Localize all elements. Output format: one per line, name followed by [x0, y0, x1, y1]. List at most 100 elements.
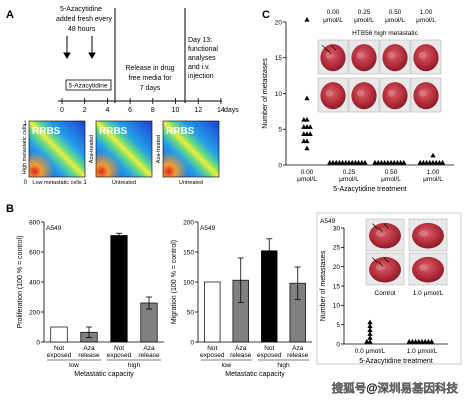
y-tick-label: 800 — [29, 219, 40, 226]
category-label: 1.0 μmol/L — [407, 348, 438, 355]
dose-unit: μmol/L — [323, 17, 343, 24]
timeline-tick-label: 8 — [151, 107, 155, 114]
panel-a-letter: A — [6, 9, 14, 21]
lung-highlight — [325, 51, 333, 59]
bar — [261, 250, 278, 343]
category-label: exposed — [257, 352, 282, 359]
panel-c-letter: C — [262, 9, 270, 21]
category-label: release — [287, 352, 309, 359]
heatmap-frame — [162, 120, 220, 178]
panel-a: A 5-Azacytidine added fresh every 48 hou… — [6, 6, 239, 186]
panel-a549-in-vivo: 0 5 10 15 20 25 30 Number of metastases 0.0 μmol… — [316, 212, 462, 365]
metastasis-arrow — [383, 257, 390, 263]
bar — [50, 326, 68, 343]
category-label: exposed — [200, 352, 225, 359]
metastasis-arrow — [326, 49, 332, 55]
dose-label: 1.00 — [420, 9, 433, 16]
heatmap-title: RRBS — [166, 126, 195, 137]
dosing-arrows — [63, 36, 96, 59]
y-tick-label: 15 — [333, 283, 341, 290]
category-label: μmol/L — [297, 176, 317, 183]
a549-metastases-chart: 0 5 10 15 20 25 30 Number of metastases 0.0 μmol… — [320, 218, 448, 365]
data-point — [417, 159, 423, 165]
dose-label: 0.25 — [358, 9, 371, 16]
watermark: 搜狐号@深圳易基因科技 — [332, 381, 459, 395]
category-label: release — [138, 352, 160, 359]
heatmap-tick: 1 — [24, 121, 28, 127]
heatmap-tick: 1 — [83, 180, 87, 186]
data-point — [367, 319, 373, 325]
metastasis-arrow — [330, 44, 337, 51]
lung-highlight — [418, 230, 428, 237]
category-label: Aza — [292, 345, 304, 352]
y-tick-label: 0 — [336, 341, 340, 348]
lung-highlight — [356, 89, 364, 97]
photo-label-control: Control — [375, 290, 397, 297]
y-tick-label: 50 — [187, 309, 195, 316]
migration-chart: 0 50 100 150 200 Migration (100 % = control) A… — [171, 219, 312, 378]
day13-line3: analyses — [188, 55, 216, 62]
y-axis-title: Migration (100 % = control) — [171, 240, 178, 324]
data-point — [429, 338, 435, 344]
category-label: Aza — [143, 345, 155, 352]
data-point — [304, 95, 310, 101]
data-point — [304, 16, 310, 22]
lung-tissue — [412, 256, 444, 283]
proliferation-chart: 0 200 400 600 800 Proliferation (100 % = cont… — [17, 219, 164, 378]
y-tick-label: 0 — [278, 162, 282, 169]
category-label: 0.00 — [301, 169, 314, 176]
data-point — [364, 338, 370, 344]
release-note-line3: 7 days — [140, 85, 161, 92]
category-label: μmol/L — [339, 176, 359, 183]
category-label: 0.25 — [343, 169, 356, 176]
category-label: Not — [264, 345, 274, 352]
y-tick-label: 200 — [183, 219, 194, 226]
timeline-tick-label: 12 — [194, 107, 202, 114]
metastasis-arrow — [377, 227, 384, 233]
category-label: μmol/L — [381, 176, 401, 183]
metastasis-arrow — [321, 44, 328, 51]
data-point — [440, 159, 446, 165]
group-label-low: low — [222, 362, 232, 369]
lung-highlight — [325, 89, 333, 97]
y-tick-label: 5 — [278, 127, 282, 134]
panel-b: B 0 200 400 600 800 Proliferation (100 % = co… — [6, 203, 312, 378]
y-tick-label: 5 — [336, 322, 340, 329]
y-axis-title: Number of metastases — [262, 58, 269, 129]
treatment-note-line1: 5-Azacytidine — [60, 6, 102, 13]
lung-tissue — [382, 44, 408, 72]
timeline-tick-label: 2 — [83, 107, 87, 114]
metastasis-arrow — [377, 261, 384, 267]
heatmap-xlabel: Untreated — [112, 180, 136, 186]
y-tick-label: 20 — [333, 264, 341, 271]
heatmap-title: RRBS — [32, 126, 61, 137]
day13-line4: and i.v. — [188, 64, 210, 71]
lung-highlight — [418, 51, 426, 59]
lung-highlight — [375, 230, 385, 237]
x-axis-title: Metastatic capacity — [74, 371, 134, 378]
x-axis-title: Metastatic capacity — [225, 371, 285, 378]
photo-label-dose: 1.0 μmol/L — [413, 290, 444, 297]
data-point — [406, 338, 412, 344]
data-point — [301, 138, 307, 144]
lung-tissue — [351, 82, 377, 110]
heatmap-title: RRBS — [99, 126, 128, 137]
data-point — [301, 131, 307, 136]
data-point — [301, 124, 307, 129]
lung-tissue — [320, 44, 346, 72]
timeline-tick-label: 10 — [172, 107, 180, 114]
a549-box — [316, 212, 462, 365]
bar — [204, 281, 221, 343]
day13-line1: Day 13: — [188, 37, 212, 44]
panel-b-letter: B — [6, 203, 14, 215]
category-label: Not — [114, 345, 124, 352]
y-tick-label: 15 — [275, 55, 283, 62]
data-point — [301, 117, 307, 122]
timeline-ticks: 0 2 4 6 8 10 12 14 — [60, 98, 225, 114]
category-label: μmol/L — [423, 176, 443, 183]
lung-tissue — [413, 82, 439, 110]
y-tick-label: 10 — [333, 303, 341, 310]
data-point — [367, 335, 373, 340]
